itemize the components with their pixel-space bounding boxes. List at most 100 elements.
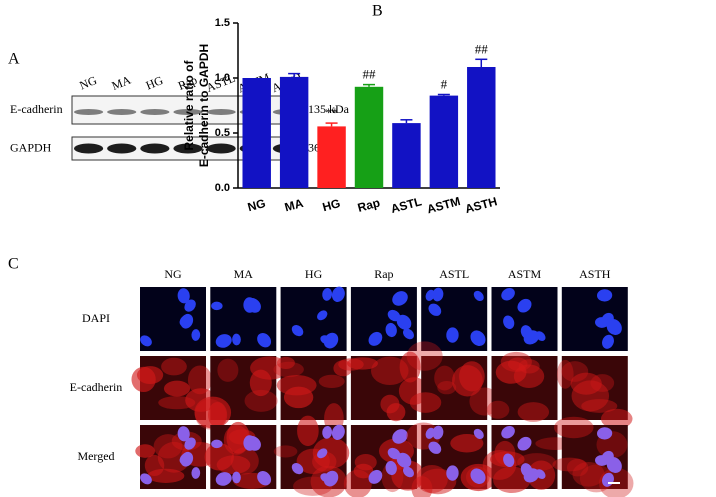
blot-band [206, 109, 236, 115]
stain [411, 476, 433, 497]
nucleus [425, 427, 435, 439]
stain [450, 434, 484, 453]
stain [135, 444, 155, 458]
nucleus [322, 287, 333, 301]
nucleus [517, 298, 532, 313]
stain [406, 341, 443, 371]
nucleus [385, 460, 397, 476]
stain [552, 457, 587, 472]
nucleus [215, 334, 232, 348]
column-label: MA [234, 267, 254, 281]
nucleus [473, 428, 484, 440]
blot-band [140, 109, 170, 115]
stain [158, 396, 196, 410]
nucleus [317, 448, 328, 459]
nucleus [503, 315, 515, 329]
nucleus [470, 330, 486, 347]
nucleus [606, 318, 622, 335]
nucleus [291, 462, 304, 475]
stain [571, 380, 610, 412]
nucleus [501, 425, 515, 439]
x-tick-label: ASTM [425, 194, 461, 216]
nucleus [392, 429, 408, 444]
stain [434, 365, 455, 391]
nucleus [597, 289, 613, 302]
blot-band [140, 143, 170, 154]
stain [399, 351, 421, 383]
column-label: HG [305, 267, 323, 281]
stain [517, 402, 550, 422]
column-label: ASTM [508, 267, 542, 281]
nucleus [211, 301, 223, 311]
stain [131, 366, 156, 393]
stain [249, 369, 272, 397]
blot-band [107, 109, 137, 115]
stain [500, 351, 532, 372]
significance-label: ** [325, 105, 338, 120]
stain [163, 380, 191, 397]
nucleus [215, 472, 232, 486]
nucleus [331, 286, 345, 302]
y-axis-label: E-cadherin to GAPDH [197, 44, 211, 167]
nucleus [517, 436, 532, 451]
nucleus [191, 467, 201, 479]
bar [317, 126, 346, 188]
stain [581, 399, 618, 413]
stain [459, 361, 485, 392]
nucleus [140, 335, 152, 347]
nucleus [403, 466, 414, 478]
panel-label: A [8, 51, 20, 68]
lane-label: HG [144, 73, 166, 93]
stain [507, 357, 528, 371]
nucleus [291, 324, 304, 337]
column-label: ASTH [579, 267, 611, 281]
nucleus [177, 288, 190, 304]
blot-band [107, 143, 137, 154]
nucleus [520, 463, 533, 477]
nucleus [595, 317, 609, 328]
x-tick-label: ASTH [463, 194, 498, 216]
nucleus [257, 471, 272, 486]
blot-size-label: 135 kDa [308, 102, 350, 116]
stain [204, 443, 234, 471]
significance-label: ## [363, 67, 377, 82]
nucleus [180, 313, 194, 329]
x-tick-label: HG [321, 196, 342, 214]
stain [600, 408, 633, 429]
error-bar [363, 83, 375, 87]
nucleus [331, 424, 345, 440]
error-bar [475, 58, 488, 67]
nucleus [396, 452, 412, 468]
nucleus [470, 468, 486, 485]
stain [144, 454, 165, 477]
stain [283, 386, 314, 409]
nucleus [403, 328, 414, 340]
stain [187, 365, 212, 395]
lane-label: Rap [176, 73, 199, 93]
blot-band [73, 109, 104, 115]
y-tick-label: 1.0 [215, 72, 230, 84]
nucleus [387, 309, 401, 322]
nucleus [232, 471, 241, 484]
bar [467, 67, 496, 188]
lane-label: NG [77, 73, 99, 93]
nucleus [232, 333, 241, 346]
nucleus [368, 469, 383, 484]
nucleus [602, 334, 614, 349]
stain [230, 447, 259, 475]
row-label: Merged [77, 449, 114, 463]
error-bar [400, 119, 413, 124]
bar [392, 123, 421, 188]
blot-band [173, 143, 203, 154]
nucleus [428, 303, 442, 316]
nucleus [432, 425, 444, 440]
stain [346, 357, 378, 370]
stain [244, 389, 278, 412]
error-bar [437, 93, 450, 96]
nucleus [503, 453, 515, 467]
stain [276, 356, 295, 370]
nucleus [245, 436, 261, 451]
nucleus [368, 331, 383, 346]
y-tick-label: 0.0 [215, 182, 230, 194]
